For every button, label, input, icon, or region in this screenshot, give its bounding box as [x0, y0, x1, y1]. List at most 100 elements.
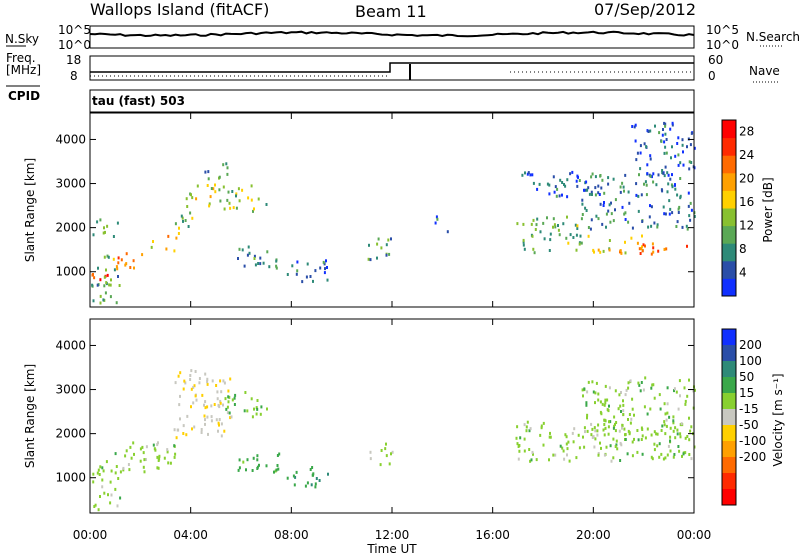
echo-cell	[98, 473, 101, 476]
echo-cell	[109, 501, 112, 505]
echo-cell	[114, 471, 117, 475]
echo-cell	[663, 174, 666, 178]
echo-cell	[326, 278, 329, 282]
echo-cell	[608, 386, 611, 390]
x-tick-label: 12:00	[375, 528, 410, 542]
echo-cell	[666, 411, 669, 415]
echo-cell	[645, 193, 648, 197]
echo-cell	[582, 435, 584, 439]
echo-cell	[388, 252, 391, 256]
echo-cell	[254, 263, 257, 267]
echo-cell	[277, 467, 280, 471]
echo-cell	[92, 299, 95, 303]
echo-cell	[265, 203, 268, 206]
echo-cell	[594, 391, 597, 395]
echo-cell	[522, 240, 525, 244]
echo-cell	[583, 426, 586, 430]
echo-cell	[194, 370, 197, 373]
echo-cell	[578, 179, 581, 182]
echo-cell	[671, 145, 673, 149]
x-tick-label: 16:00	[475, 528, 510, 542]
echo-cell	[256, 407, 259, 411]
echo-cell	[603, 433, 606, 437]
echo-cell	[525, 425, 528, 429]
echo-cell	[549, 232, 552, 236]
echo-cell	[192, 401, 195, 405]
echo-cell	[531, 450, 534, 454]
echo-cell	[665, 247, 668, 251]
echo-cell	[610, 201, 612, 205]
echo-cell	[167, 234, 170, 238]
echo-cell	[689, 218, 692, 222]
echo-cell	[91, 283, 94, 287]
echo-cell	[115, 265, 118, 269]
colorbar-segment	[722, 243, 736, 262]
echo-cell	[567, 241, 570, 245]
echo-cell	[177, 374, 180, 378]
echo-cell	[206, 382, 209, 386]
echo-cell	[590, 175, 593, 179]
echo-cell	[663, 212, 666, 216]
echo-cell	[671, 185, 674, 189]
echo-cell	[187, 225, 190, 228]
echo-cell	[562, 222, 565, 226]
echo-cell	[225, 162, 228, 166]
echo-cell	[128, 468, 131, 472]
echo-cell	[256, 458, 259, 462]
beam-title: Beam 11	[355, 2, 427, 21]
echo-cell	[107, 493, 109, 497]
echo-cell	[679, 432, 682, 436]
echo-cell	[543, 237, 546, 241]
echo-cell	[133, 266, 135, 270]
echo-cell	[175, 236, 178, 240]
echo-cell	[679, 194, 682, 198]
echo-cell	[116, 504, 119, 508]
echo-cell	[580, 217, 583, 221]
echo-cell	[599, 250, 602, 254]
echo-cell	[139, 447, 142, 451]
echo-cell	[226, 411, 229, 415]
echo-cell	[141, 445, 144, 449]
echo-cell	[529, 459, 532, 463]
echo-cell	[369, 457, 372, 461]
colorbar-segment	[722, 361, 736, 378]
echo-cell	[644, 376, 647, 380]
echo-cell	[96, 471, 99, 475]
echo-cell	[144, 458, 147, 461]
echo-cell	[607, 432, 610, 436]
echo-cell	[385, 454, 388, 458]
echo-cell	[610, 212, 613, 216]
echo-cell	[322, 260, 325, 264]
echo-cell	[586, 416, 588, 420]
echo-cell	[594, 175, 597, 179]
echo-cell	[591, 172, 594, 176]
echo-cell	[604, 401, 607, 405]
echo-cell	[674, 187, 677, 191]
echo-cell	[546, 182, 549, 186]
echo-cell	[663, 151, 666, 155]
echo-cell	[535, 223, 538, 227]
echo-cell	[110, 278, 112, 282]
echo-cell	[622, 409, 625, 413]
echo-cell	[522, 243, 525, 247]
echo-cell	[647, 130, 650, 133]
echo-cell	[206, 405, 209, 409]
echo-cell	[669, 439, 671, 443]
echo-cell	[649, 407, 652, 411]
echo-cell	[566, 178, 569, 182]
echo-cell	[191, 427, 193, 431]
echo-cell	[688, 416, 690, 420]
echo-cell	[227, 190, 230, 194]
echo-cell	[581, 213, 584, 216]
echo-cell	[166, 448, 169, 452]
echo-cell	[649, 129, 652, 133]
echo-cell	[603, 201, 605, 204]
echo-cell	[649, 154, 652, 158]
echo-cell	[637, 194, 640, 198]
echo-cell	[600, 186, 603, 190]
echo-cell	[101, 478, 104, 482]
echo-cell	[581, 198, 584, 202]
echo-cell	[679, 177, 682, 180]
echo-cell	[606, 398, 609, 402]
echo-cell	[664, 145, 667, 149]
